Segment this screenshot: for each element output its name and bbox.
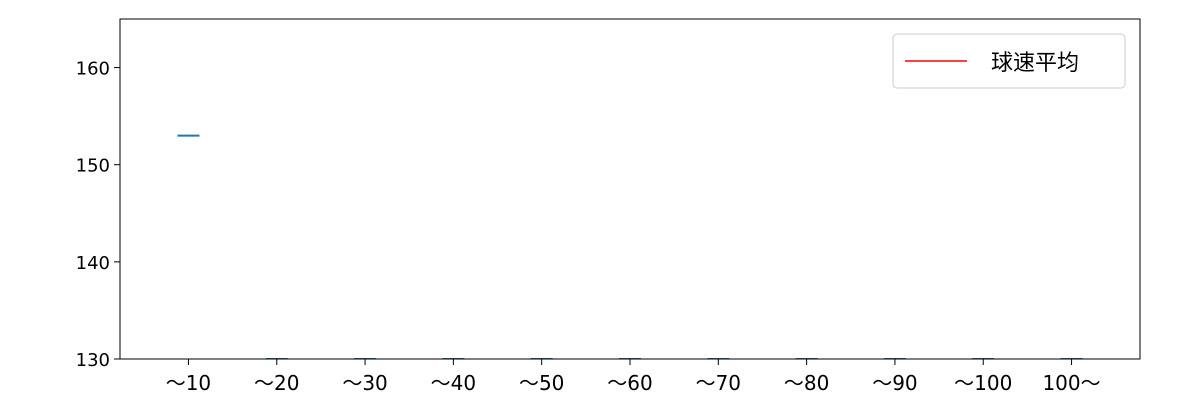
x-tick-label: ～80 bbox=[784, 371, 829, 395]
legend-label: 球速平均 bbox=[991, 51, 1079, 76]
y-tick-label: 160 bbox=[76, 59, 110, 80]
legend: 球速平均 bbox=[892, 33, 1126, 89]
x-tick-label: ～40 bbox=[431, 371, 476, 395]
y-tick-label: 150 bbox=[76, 156, 110, 177]
x-tick-label: ～100 bbox=[954, 371, 1012, 395]
x-tick-label: ～60 bbox=[607, 371, 652, 395]
x-tick-label: ～30 bbox=[342, 371, 387, 395]
x-tick-label: ～90 bbox=[872, 371, 917, 395]
x-tick-label: ～50 bbox=[519, 371, 564, 395]
y-tick-label: 140 bbox=[76, 253, 110, 274]
x-tick-label: ～20 bbox=[254, 371, 299, 395]
y-tick-label: 130 bbox=[76, 350, 110, 371]
x-tick-label: 100～ bbox=[1042, 371, 1100, 395]
x-tick-label: ～10 bbox=[166, 371, 211, 395]
x-tick-label: ～70 bbox=[696, 371, 741, 395]
legend-box bbox=[892, 33, 1126, 89]
